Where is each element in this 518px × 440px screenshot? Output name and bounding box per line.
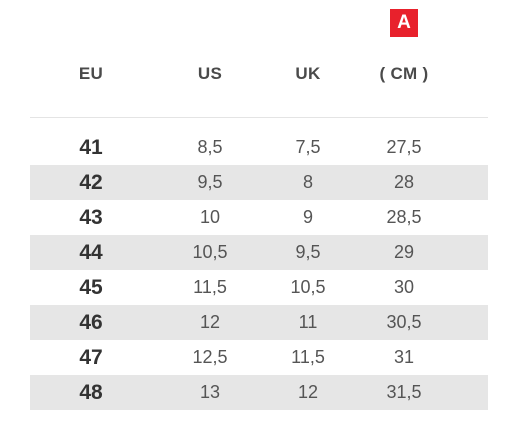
cell-eu: 42 [79, 171, 103, 194]
cell-us: 10,5 [192, 242, 228, 262]
cell-cm: 30 [393, 277, 415, 297]
cell-cm: 27,5 [386, 137, 422, 157]
cell-us: 10 [199, 207, 221, 227]
cell-cm: 28,5 [386, 207, 422, 227]
cell-us: 13 [199, 382, 221, 402]
cell-uk: 11 [298, 312, 318, 332]
cell-eu: 44 [79, 241, 103, 264]
size-table: 41 8,5 7,5 27,5 42 9,5 8 28 43 10 9 28,5… [30, 130, 488, 410]
table-row: 43 10 9 28,5 [30, 200, 488, 235]
cell-eu: 43 [79, 206, 103, 229]
size-table-header: EU US UK ( CM ) [0, 64, 518, 90]
table-row: 41 8,5 7,5 27,5 [30, 130, 488, 165]
table-row: 44 10,5 9,5 29 [30, 235, 488, 270]
cell-us: 8,5 [197, 137, 223, 157]
header-divider [30, 117, 488, 118]
cell-uk: 7,5 [295, 137, 321, 157]
cell-uk: 10,5 [290, 277, 326, 297]
cell-cm: 31,5 [386, 382, 422, 402]
table-row: 47 12,5 11,5 31 [30, 340, 488, 375]
header-uk: UK [295, 64, 321, 83]
cell-us: 12,5 [192, 347, 228, 367]
cell-eu: 47 [79, 346, 103, 369]
table-row: 48 13 12 31,5 [30, 375, 488, 410]
cell-cm: 29 [393, 242, 415, 262]
cell-eu: 46 [79, 311, 103, 334]
cell-uk: 9,5 [295, 242, 321, 262]
cell-uk: 12 [297, 382, 319, 402]
cell-cm: 30,5 [386, 312, 422, 332]
column-marker-badge: A [390, 9, 418, 37]
table-row: 45 11,5 10,5 30 [30, 270, 488, 305]
cell-cm: 28 [393, 172, 415, 192]
cell-eu: 45 [79, 276, 103, 299]
table-row: 46 12 11 30,5 [30, 305, 488, 340]
header-cm: ( CM ) [379, 64, 429, 83]
cell-uk: 11,5 [291, 347, 325, 367]
cell-uk: 8 [302, 172, 314, 192]
cell-cm: 31 [393, 347, 415, 367]
header-eu: EU [78, 64, 104, 83]
cell-us: 11,5 [193, 277, 227, 297]
cell-us: 9,5 [197, 172, 223, 192]
cell-uk: 9 [302, 207, 314, 227]
cell-eu: 48 [79, 381, 103, 404]
table-row: 42 9,5 8 28 [30, 165, 488, 200]
cell-eu: 41 [79, 136, 103, 159]
cell-us: 12 [199, 312, 221, 332]
header-us: US [197, 64, 223, 83]
